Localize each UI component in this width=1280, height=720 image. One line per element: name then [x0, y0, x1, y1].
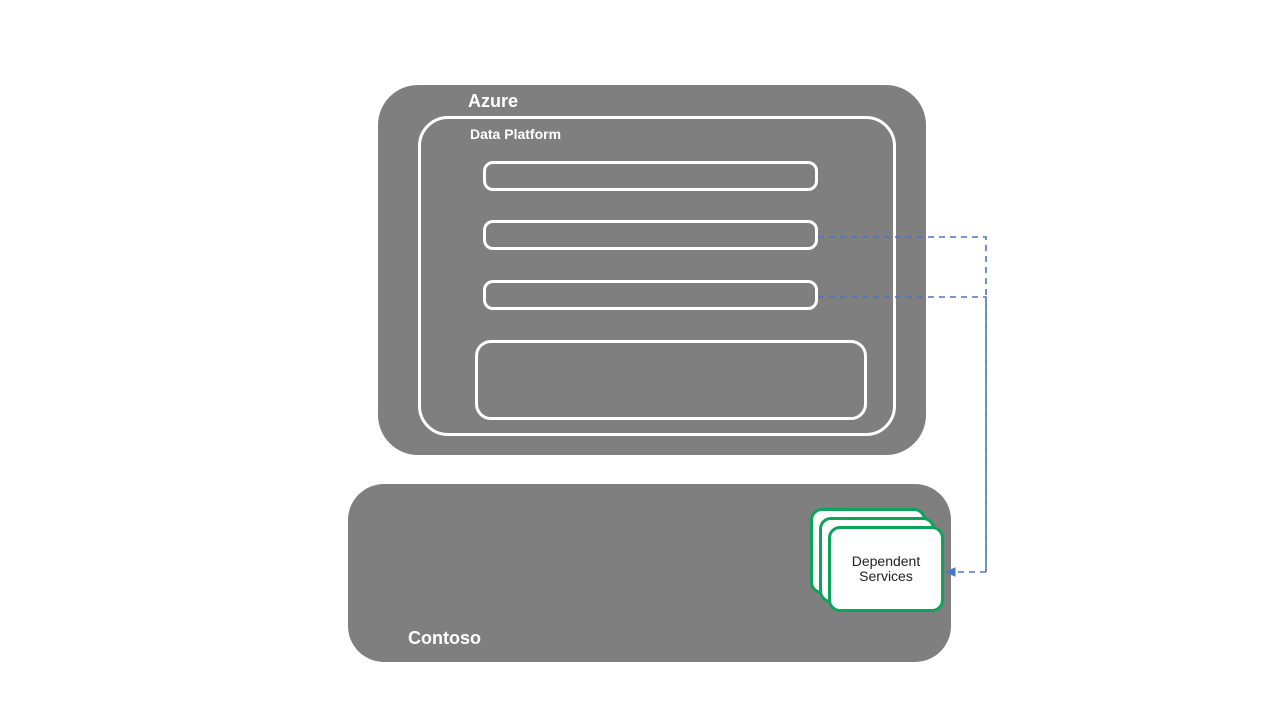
dependent-services-card: Dependent Services	[828, 526, 944, 612]
contoso-label: Contoso	[408, 628, 481, 649]
inner-bar	[483, 161, 818, 191]
inner-large-box	[475, 340, 867, 420]
dependent-services-label-line1: Dependent	[852, 554, 921, 569]
dependent-services-label-line2: Services	[859, 569, 913, 584]
azure-label: Azure	[468, 91, 518, 112]
inner-bar	[483, 220, 818, 250]
inner-bar	[483, 280, 818, 310]
dependent-services-stack: Dependent Services	[810, 508, 944, 612]
data-platform-label: Data Platform	[470, 126, 561, 142]
